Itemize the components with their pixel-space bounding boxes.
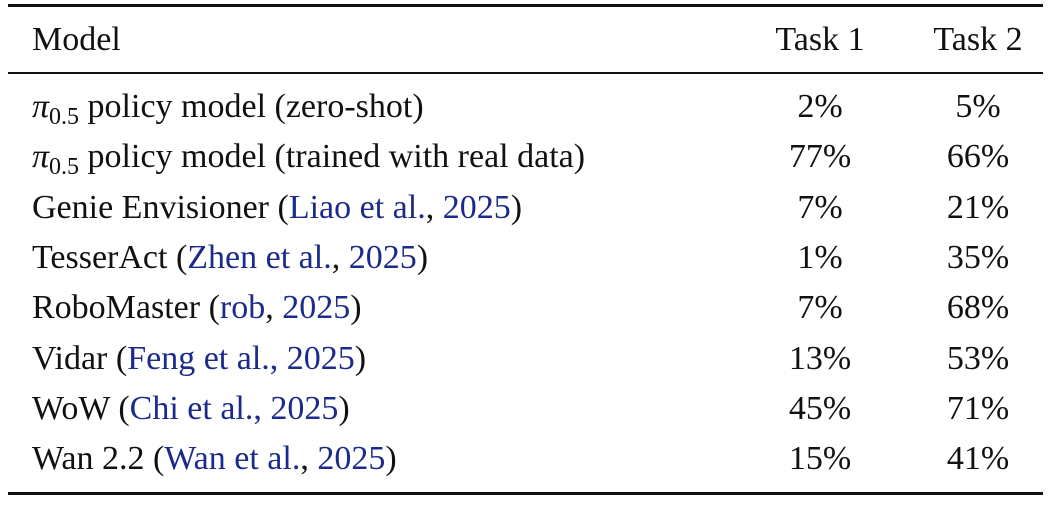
model-cell: Vidar (Feng et al., 2025): [32, 339, 366, 379]
citation: 2025: [282, 289, 351, 327]
model-text: ): [385, 440, 397, 478]
task2-cell: 71%: [946, 389, 1010, 427]
model-text: Genie Envisioner (: [32, 188, 289, 226]
header-cell: Model: [32, 21, 121, 58]
task2-cell: 21%: [946, 188, 1010, 226]
model-text: 0.5: [49, 104, 80, 130]
task1-cell: 45%: [788, 389, 852, 427]
bottom-rule: [8, 492, 1043, 495]
model-text: ,: [425, 188, 443, 226]
task1-cell: 77%: [788, 138, 852, 176]
model-text: 0.5: [49, 154, 80, 181]
model-text: π: [32, 88, 50, 125]
model-cell: TesserAct (Zhen et al., 2025): [32, 238, 428, 278]
header-cell: Task 1: [775, 21, 865, 58]
task1-cell: 13%: [788, 339, 852, 377]
citation: 2025: [317, 440, 386, 478]
task2-cell: 35%: [946, 238, 1010, 276]
task2-cell: 5%: [955, 88, 1001, 125]
model-text: ): [416, 238, 429, 276]
task1-cell: 2%: [797, 88, 843, 125]
header-cell: Task 2: [933, 21, 1023, 58]
citation: Wan et al.: [164, 440, 301, 478]
model-cell: RoboMaster (rob, 2025): [32, 288, 362, 328]
task1-cell: 15%: [788, 440, 852, 478]
task1-cell: 7%: [797, 188, 843, 226]
model-cell: WoW (Chi et al., 2025): [32, 389, 350, 429]
task2-cell: 66%: [946, 138, 1010, 176]
citation: Zhen et al.: [187, 238, 332, 276]
model-cell: π0.5 policy model (zero-shot): [32, 87, 424, 130]
citation: Feng et al., 2025: [127, 339, 355, 377]
top-rule: [8, 4, 1043, 7]
model-cell: π0.5 policy model (trained with real dat…: [32, 137, 586, 181]
citation: Liao et al.: [288, 188, 426, 226]
model-text: policy model (zero-shot): [79, 88, 424, 125]
task2-cell: 68%: [946, 289, 1010, 327]
task1-cell: 1%: [797, 238, 843, 276]
model-text: ): [350, 289, 362, 327]
model-cell: Wan 2.2 (Wan et al., 2025): [32, 439, 397, 479]
model-text: Vidar (: [32, 339, 128, 377]
model-text: Wan 2.2 (: [32, 440, 165, 478]
task2-cell: 41%: [946, 440, 1010, 478]
model-text: π: [32, 138, 50, 176]
citation: 2025: [348, 238, 417, 276]
model-text: ,: [300, 440, 318, 478]
citation: 2025: [442, 188, 511, 226]
citation: rob: [219, 289, 266, 327]
model-text: ): [510, 188, 523, 226]
model-text: TesserAct (: [32, 238, 188, 276]
header-rule: [8, 72, 1043, 74]
model-text: RoboMaster (: [32, 289, 220, 327]
model-text: ): [354, 339, 367, 377]
model-text: ,: [265, 289, 283, 327]
model-cell: Genie Envisioner (Liao et al., 2025): [32, 188, 522, 228]
task1-cell: 7%: [797, 289, 843, 327]
model-text: ): [338, 389, 350, 427]
model-text: ,: [331, 238, 349, 276]
model-text: policy model (trained with real data): [79, 138, 586, 176]
citation: Chi et al., 2025: [129, 389, 339, 427]
model-text: WoW (: [32, 389, 130, 427]
task2-cell: 53%: [946, 339, 1010, 377]
